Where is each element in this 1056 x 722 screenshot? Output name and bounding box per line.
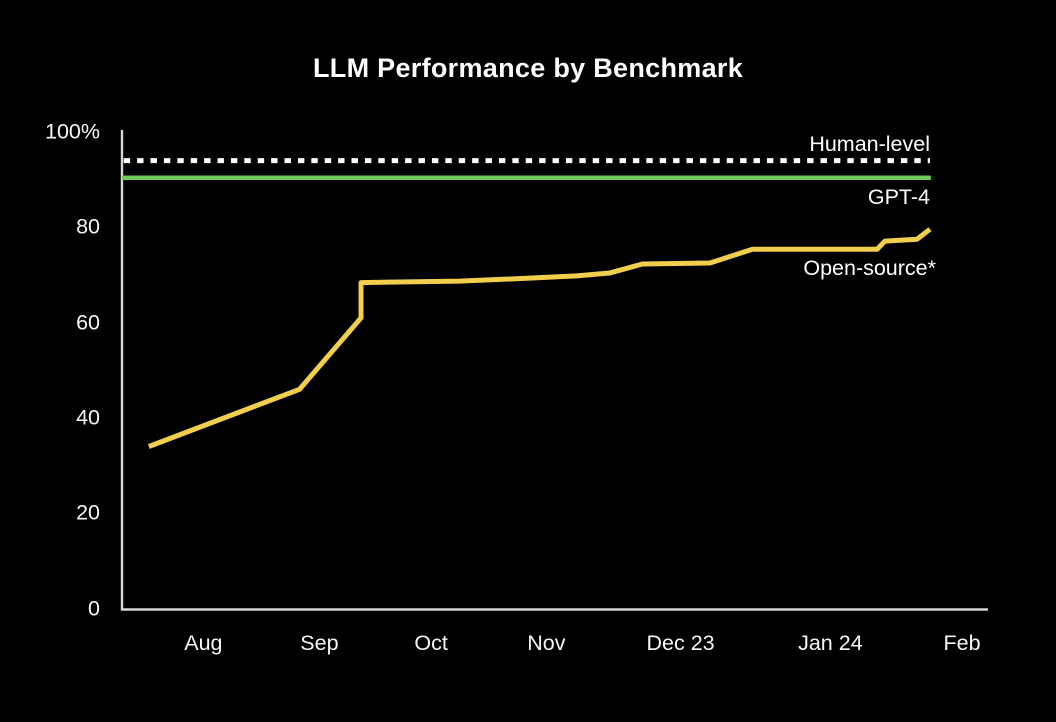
y-tick-label: 0 <box>88 596 100 620</box>
x-tick-label: Sep <box>300 631 339 655</box>
chart-title: LLM Performance by Benchmark <box>312 53 744 83</box>
y-tick-label: 40 <box>76 405 100 430</box>
x-tick-label: Jan 24 <box>798 631 863 655</box>
gpt4-label: GPT-4 <box>867 185 930 209</box>
axis-line <box>120 130 988 611</box>
x-tick-label: Feb <box>943 631 981 655</box>
human-level-label: Human-level <box>809 132 930 156</box>
open-source-label: Open-source* <box>803 256 936 280</box>
y-tick-label: 60 <box>76 310 100 335</box>
x-tick-label: Dec 23 <box>646 631 715 655</box>
y-tick-label: 80 <box>76 214 100 239</box>
x-tick-label: Aug <box>184 631 223 655</box>
y-tick-label: 20 <box>76 500 100 525</box>
x-tick-label: Oct <box>414 631 448 655</box>
open-source-line <box>147 227 932 449</box>
y-tick-label: 100% <box>45 119 100 144</box>
x-tick-label: Nov <box>527 631 566 655</box>
